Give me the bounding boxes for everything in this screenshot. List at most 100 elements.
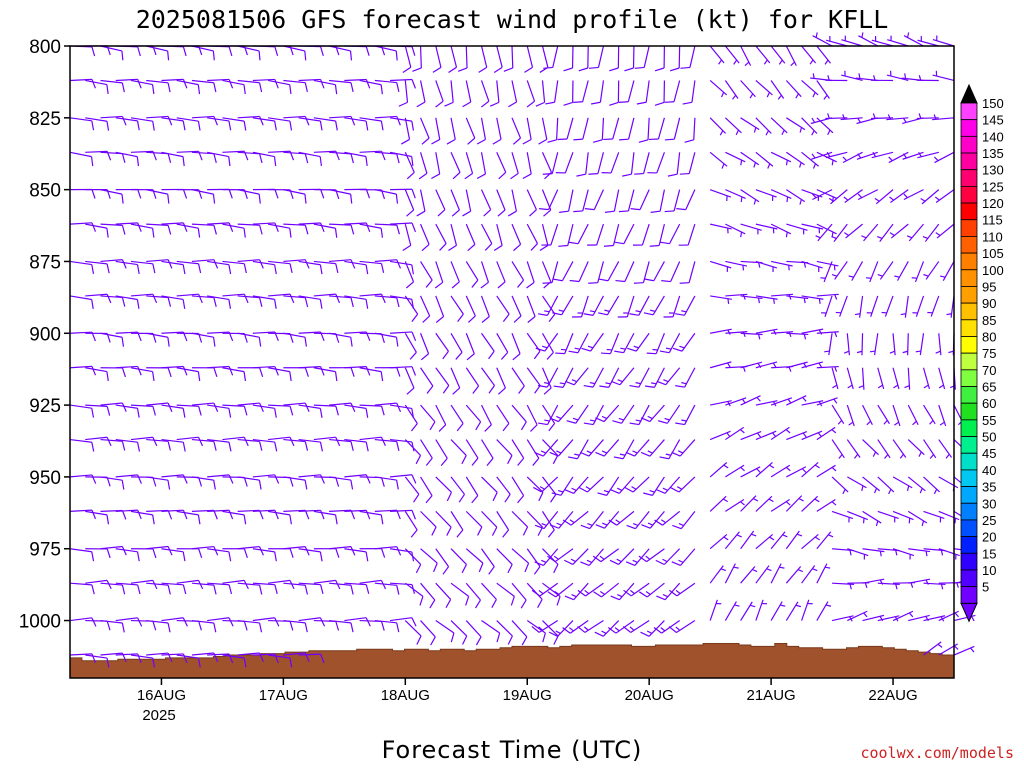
wind-barb	[298, 222, 325, 233]
wind-barb	[526, 548, 541, 575]
wind-barb	[679, 152, 696, 175]
wind-barb	[222, 223, 246, 238]
wind-barb	[541, 152, 553, 180]
wind-barb	[130, 223, 155, 238]
colorbar-cell	[960, 236, 978, 254]
wind-barb	[176, 223, 201, 238]
wind-barb	[593, 117, 605, 143]
wind-barb	[710, 328, 732, 335]
wind-barb	[904, 367, 911, 390]
wind-barb	[557, 117, 574, 141]
wind-barb	[847, 610, 868, 622]
wind-barb	[755, 534, 775, 550]
wind-barb	[656, 582, 681, 601]
wind-barb	[85, 548, 111, 559]
colorbar-label: 25	[982, 513, 996, 528]
colorbar-cell	[960, 369, 978, 387]
wind-barb	[816, 117, 834, 136]
wind-barb	[191, 367, 218, 378]
wind-barb	[614, 223, 635, 245]
wind-barb	[298, 365, 325, 376]
wind-barb	[709, 495, 729, 512]
wind-barb	[489, 80, 500, 107]
wind-barb	[481, 332, 495, 360]
colorbar-cell	[960, 202, 978, 221]
wind-barb	[390, 331, 417, 341]
wind-barb	[903, 32, 924, 47]
wind-barb	[847, 510, 868, 524]
wind-barb	[821, 295, 833, 317]
wind-barb	[313, 223, 338, 238]
colorbar-label: 95	[982, 279, 996, 294]
wind-barb	[801, 80, 819, 98]
wind-barb	[207, 548, 232, 562]
wind-barb	[313, 260, 339, 273]
wind-barb	[627, 332, 650, 352]
wind-barb	[344, 474, 371, 484]
wind-barb	[537, 367, 559, 388]
wind-barb	[946, 295, 955, 318]
wind-barb	[547, 582, 574, 598]
wind-barb	[434, 261, 444, 289]
wind-barb	[740, 80, 756, 99]
wind-barb	[511, 404, 527, 431]
wind-barb	[329, 223, 355, 235]
wind-barb	[100, 79, 125, 93]
wind-barb	[465, 117, 476, 145]
wind-barb	[115, 117, 140, 131]
wind-barb	[404, 582, 424, 606]
wind-barb	[709, 565, 727, 584]
colorbar-cell	[960, 586, 978, 604]
wind-barb	[222, 579, 249, 590]
wind-barb	[161, 548, 186, 562]
wind-barb	[511, 295, 522, 323]
wind-barb	[298, 438, 324, 452]
wind-barb	[329, 438, 354, 451]
wind-barb	[607, 620, 635, 634]
wind-barb	[492, 117, 502, 145]
wind-barb	[641, 510, 665, 529]
wind-barb	[404, 404, 418, 432]
wind-barb	[907, 476, 926, 494]
wind-barb	[584, 189, 604, 211]
wind-barb	[565, 367, 589, 386]
wind-barb	[640, 439, 665, 457]
wind-barb	[146, 79, 171, 93]
colorbar-cell	[960, 302, 978, 321]
wind-barb	[85, 436, 112, 447]
wind-barb	[100, 223, 126, 235]
wind-barb	[252, 117, 277, 131]
wind-barb	[610, 367, 635, 386]
wind-barb	[359, 223, 384, 238]
wind-barb	[671, 548, 696, 566]
wind-barb	[825, 151, 848, 159]
wind-barb	[252, 404, 277, 418]
wind-barb	[526, 439, 540, 466]
wind-barb	[892, 510, 914, 524]
wind-barb	[329, 115, 356, 126]
wind-barb	[548, 620, 574, 637]
wind-barb	[420, 261, 433, 288]
wind-barb	[359, 367, 384, 382]
wind-barb	[389, 617, 417, 627]
wind-barb	[146, 189, 170, 204]
wind-barb	[511, 620, 528, 646]
wind-barb	[283, 438, 309, 451]
wind-barb	[252, 548, 277, 562]
wind-barb	[801, 260, 823, 272]
wind-barb	[207, 295, 232, 309]
wind-barb	[328, 45, 353, 61]
wind-barb	[892, 439, 907, 459]
wind-barb	[594, 620, 620, 637]
wind-barb	[755, 495, 774, 512]
wind-barb	[593, 582, 620, 598]
wind-barb	[816, 563, 831, 584]
wind-barb	[374, 223, 400, 235]
wind-barb	[404, 332, 417, 360]
wind-barb	[237, 332, 262, 347]
wind-barb	[820, 261, 833, 283]
wind-barb	[313, 117, 338, 131]
wind-barb	[840, 114, 863, 121]
wind-barb	[191, 295, 217, 307]
wind-barb	[359, 260, 385, 273]
